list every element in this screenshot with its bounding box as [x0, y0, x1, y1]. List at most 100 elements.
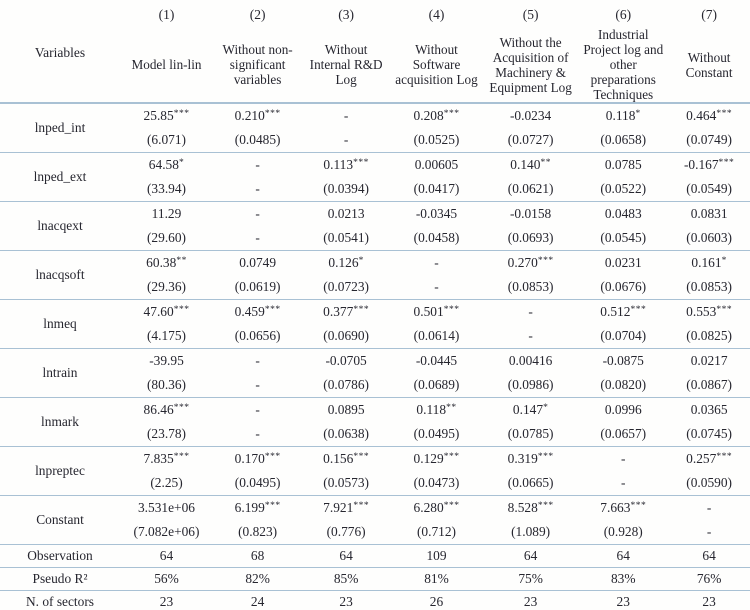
value-cell: 6.199*** (0.823)	[213, 496, 302, 545]
coefficient-value: 0.140**	[510, 157, 551, 173]
value-cell: 0.319*** (0.0665)	[483, 447, 578, 496]
significance-stars: *	[721, 256, 727, 267]
std-error-value: -	[255, 230, 260, 246]
std-error-value: -	[621, 475, 626, 491]
std-error-value: (0.0495)	[234, 475, 281, 491]
value-cell: -0.0345 (0.0458)	[390, 202, 483, 251]
summary-value: 64	[523, 548, 538, 564]
variable-name: lnped_int	[34, 120, 86, 136]
std-error-value: (0.0723)	[323, 279, 369, 295]
coefficient-value: 0.0217	[690, 353, 728, 369]
coefficient-value: -0.0345	[415, 206, 458, 222]
column-label: Industrial Project log and other prepara…	[583, 27, 664, 103]
coefficient-value: 0.377***	[323, 304, 370, 320]
std-error-value: (29.60)	[146, 230, 187, 246]
coefficient-value: 0.156***	[323, 451, 370, 467]
coefficient-value: 11.29	[151, 206, 182, 222]
value-cell: --	[668, 496, 750, 545]
coefficient-value: 0.319***	[507, 451, 554, 467]
value-cell: 11.29 (29.60)	[120, 202, 213, 251]
coefficient-value: -	[621, 451, 626, 467]
std-error-value: (0.0394)	[323, 181, 369, 197]
coefficient-value: 6.199***	[234, 500, 281, 516]
coefficient-value: 8.528***	[507, 500, 554, 516]
significance-stars: ***	[630, 305, 647, 316]
column-label: Without the Acquisition of Machinery & E…	[489, 34, 572, 95]
summary-row: Pseudo R² 56% 82% 85% 81% 75% 83% 76%	[0, 568, 750, 591]
significance-stars: ***	[537, 452, 554, 463]
significance-stars: ***	[173, 109, 190, 120]
std-error-value: (0.0522)	[600, 181, 647, 197]
coefficient-value: -	[255, 157, 260, 173]
significance-stars: ***	[353, 305, 370, 316]
std-error-value: (0.0657)	[600, 426, 647, 442]
significance-stars: *	[635, 109, 641, 120]
column-number: (5)	[522, 7, 539, 22]
coefficient-value: -0.167***	[683, 157, 735, 173]
value-cell: 0.512*** (0.0704)	[578, 300, 668, 349]
std-error-value: -	[255, 377, 260, 393]
table-row: lnacqsoft 60.38** (29.36) 0.0749 (0.0619) 0.1…	[0, 251, 750, 300]
coefficient-value: 0.270***	[507, 255, 554, 271]
std-error-value: (0.0820)	[600, 377, 647, 393]
coefficient-value: 0.0213	[327, 206, 365, 222]
std-error-value: (0.0727)	[507, 132, 554, 148]
std-error-value: (0.0704)	[600, 328, 647, 344]
value-cell: 0.118* (0.0658)	[578, 103, 668, 153]
coefficient-value: 0.0996	[604, 402, 642, 418]
value-cell: 0.0231 (0.0676)	[578, 251, 668, 300]
std-error-value: (0.0749)	[686, 132, 732, 148]
value-cell: 0.113*** (0.0394)	[302, 153, 390, 202]
value-cell: 7.663*** (0.928)	[578, 496, 668, 545]
column-label: Without non-significant variables	[222, 42, 293, 88]
std-error-value: (0.0473)	[413, 475, 460, 491]
significance-stars: ***	[443, 501, 460, 512]
std-error-value: (0.0545)	[600, 230, 647, 246]
coefficient-value: 0.00416	[508, 353, 553, 369]
std-error-value: (80.36)	[146, 377, 187, 393]
coefficient-value: 0.147*	[512, 402, 549, 418]
summary-value: 64	[616, 548, 630, 564]
significance-stars: ***	[716, 305, 733, 316]
table-row: lnacqext 11.29 (29.60) - -0.0213 (0.0541) -0.0…	[0, 202, 750, 251]
table-row: lnpreptec 7.835*** (2.25) 0.170*** (0.0495) 0…	[0, 447, 750, 496]
coefficient-value: 0.0785	[604, 157, 642, 173]
coefficient-value: -	[255, 353, 260, 369]
table-row: lnmark 86.46*** (23.78) - -0.0895 (0.0638) 0.1…	[0, 398, 750, 447]
column-number: (6)	[615, 7, 632, 22]
significance-stars: ***	[173, 305, 190, 316]
value-cell: 0.210*** (0.0485)	[213, 103, 302, 153]
column-number: (1)	[158, 7, 175, 22]
value-cell: 25.85*** (6.071)	[120, 103, 213, 153]
summary-value: 56%	[154, 571, 179, 587]
significance-stars: ***	[264, 501, 281, 512]
table-row: lnped_ext 64.58* (33.94) - -0.113*** (0.0394)…	[0, 153, 750, 202]
table-row: lntrain -39.95 (80.36) - - -0.0705 (0.0786) -0.…	[0, 349, 750, 398]
significance-stars: *	[543, 403, 549, 414]
variable-name: lnmark	[41, 414, 79, 430]
value-cell: 0.0785 (0.0522)	[578, 153, 668, 202]
std-error-value: (0.776)	[326, 524, 366, 540]
coefficient-value: 0.0231	[604, 255, 642, 271]
std-error-value: -	[706, 524, 712, 540]
column-number: (4)	[428, 7, 445, 22]
summary-value: 82%	[245, 571, 270, 587]
summary-value: 23	[339, 594, 353, 610]
coefficient-value: -	[255, 206, 260, 222]
variable-name: lntrain	[42, 365, 78, 381]
coefficient-value: 0.0483	[604, 206, 642, 222]
value-cell: 0.0996 (0.0657)	[578, 398, 668, 447]
coefficient-value: 0.170***	[234, 451, 281, 467]
std-error-value: -	[255, 426, 260, 442]
std-error-value: (6.071)	[146, 132, 187, 148]
significance-stars: ***	[443, 109, 460, 120]
coefficient-value: -0.0158	[509, 206, 552, 222]
std-error-value: (0.712)	[416, 524, 457, 540]
summary-value: 75%	[518, 571, 543, 587]
variable-name: lnped_ext	[33, 169, 87, 185]
summary-value: 23	[523, 594, 538, 610]
table-row: lnped_int 25.85*** (6.071) 0.210*** (0.0485)…	[0, 103, 750, 153]
summary-value: 83%	[610, 571, 636, 587]
